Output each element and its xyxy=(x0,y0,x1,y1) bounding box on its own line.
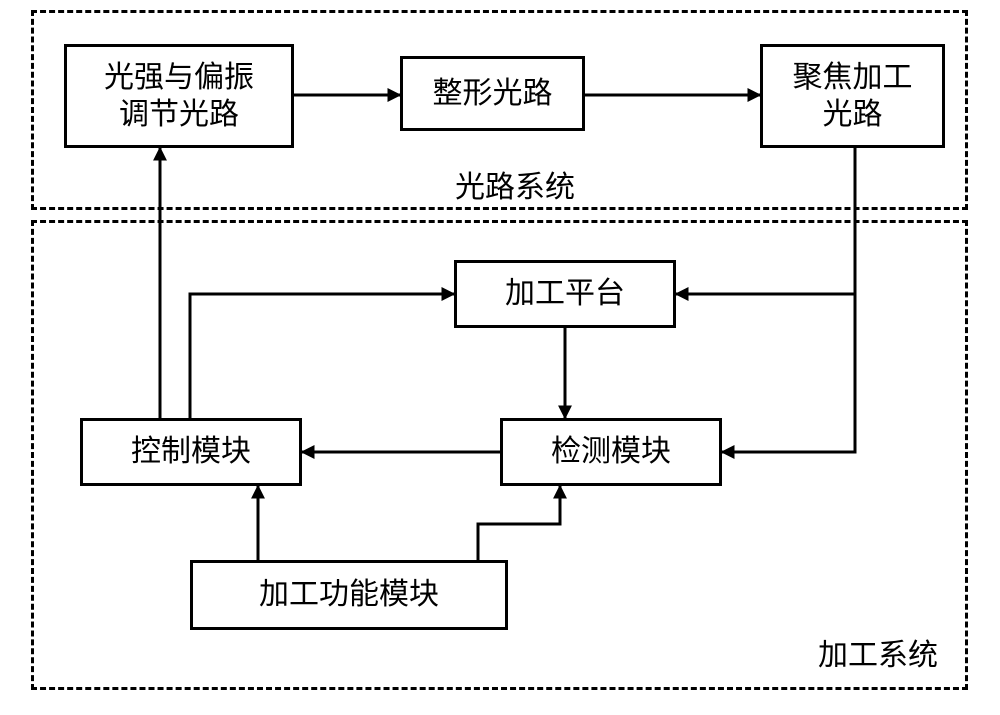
node-label: 聚焦加工光路 xyxy=(793,59,913,134)
node-processing-platform: 加工平台 xyxy=(454,260,676,328)
node-label: 整形光路 xyxy=(433,75,553,113)
node-focus-processing-path: 聚焦加工光路 xyxy=(760,44,945,148)
node-label: 检测模块 xyxy=(551,433,671,471)
node-detection-module: 检测模块 xyxy=(500,418,722,486)
node-processing-function-module: 加工功能模块 xyxy=(190,560,508,630)
group-optical-system-label: 光路系统 xyxy=(455,162,575,206)
node-shaping-path: 整形光路 xyxy=(400,56,585,131)
node-label: 加工功能模块 xyxy=(259,576,439,614)
group-processing-system-label: 加工系统 xyxy=(818,630,938,674)
diagram-canvas: 光路系统 加工系统 光强与偏振调节光路 整形光路 聚焦加工光路 加工平台 控制模… xyxy=(0,0,1000,715)
node-label: 控制模块 xyxy=(131,433,251,471)
node-label: 光强与偏振调节光路 xyxy=(104,59,254,134)
node-control-module: 控制模块 xyxy=(80,418,302,486)
node-label: 加工平台 xyxy=(505,275,625,313)
node-intensity-polarization: 光强与偏振调节光路 xyxy=(64,44,294,148)
